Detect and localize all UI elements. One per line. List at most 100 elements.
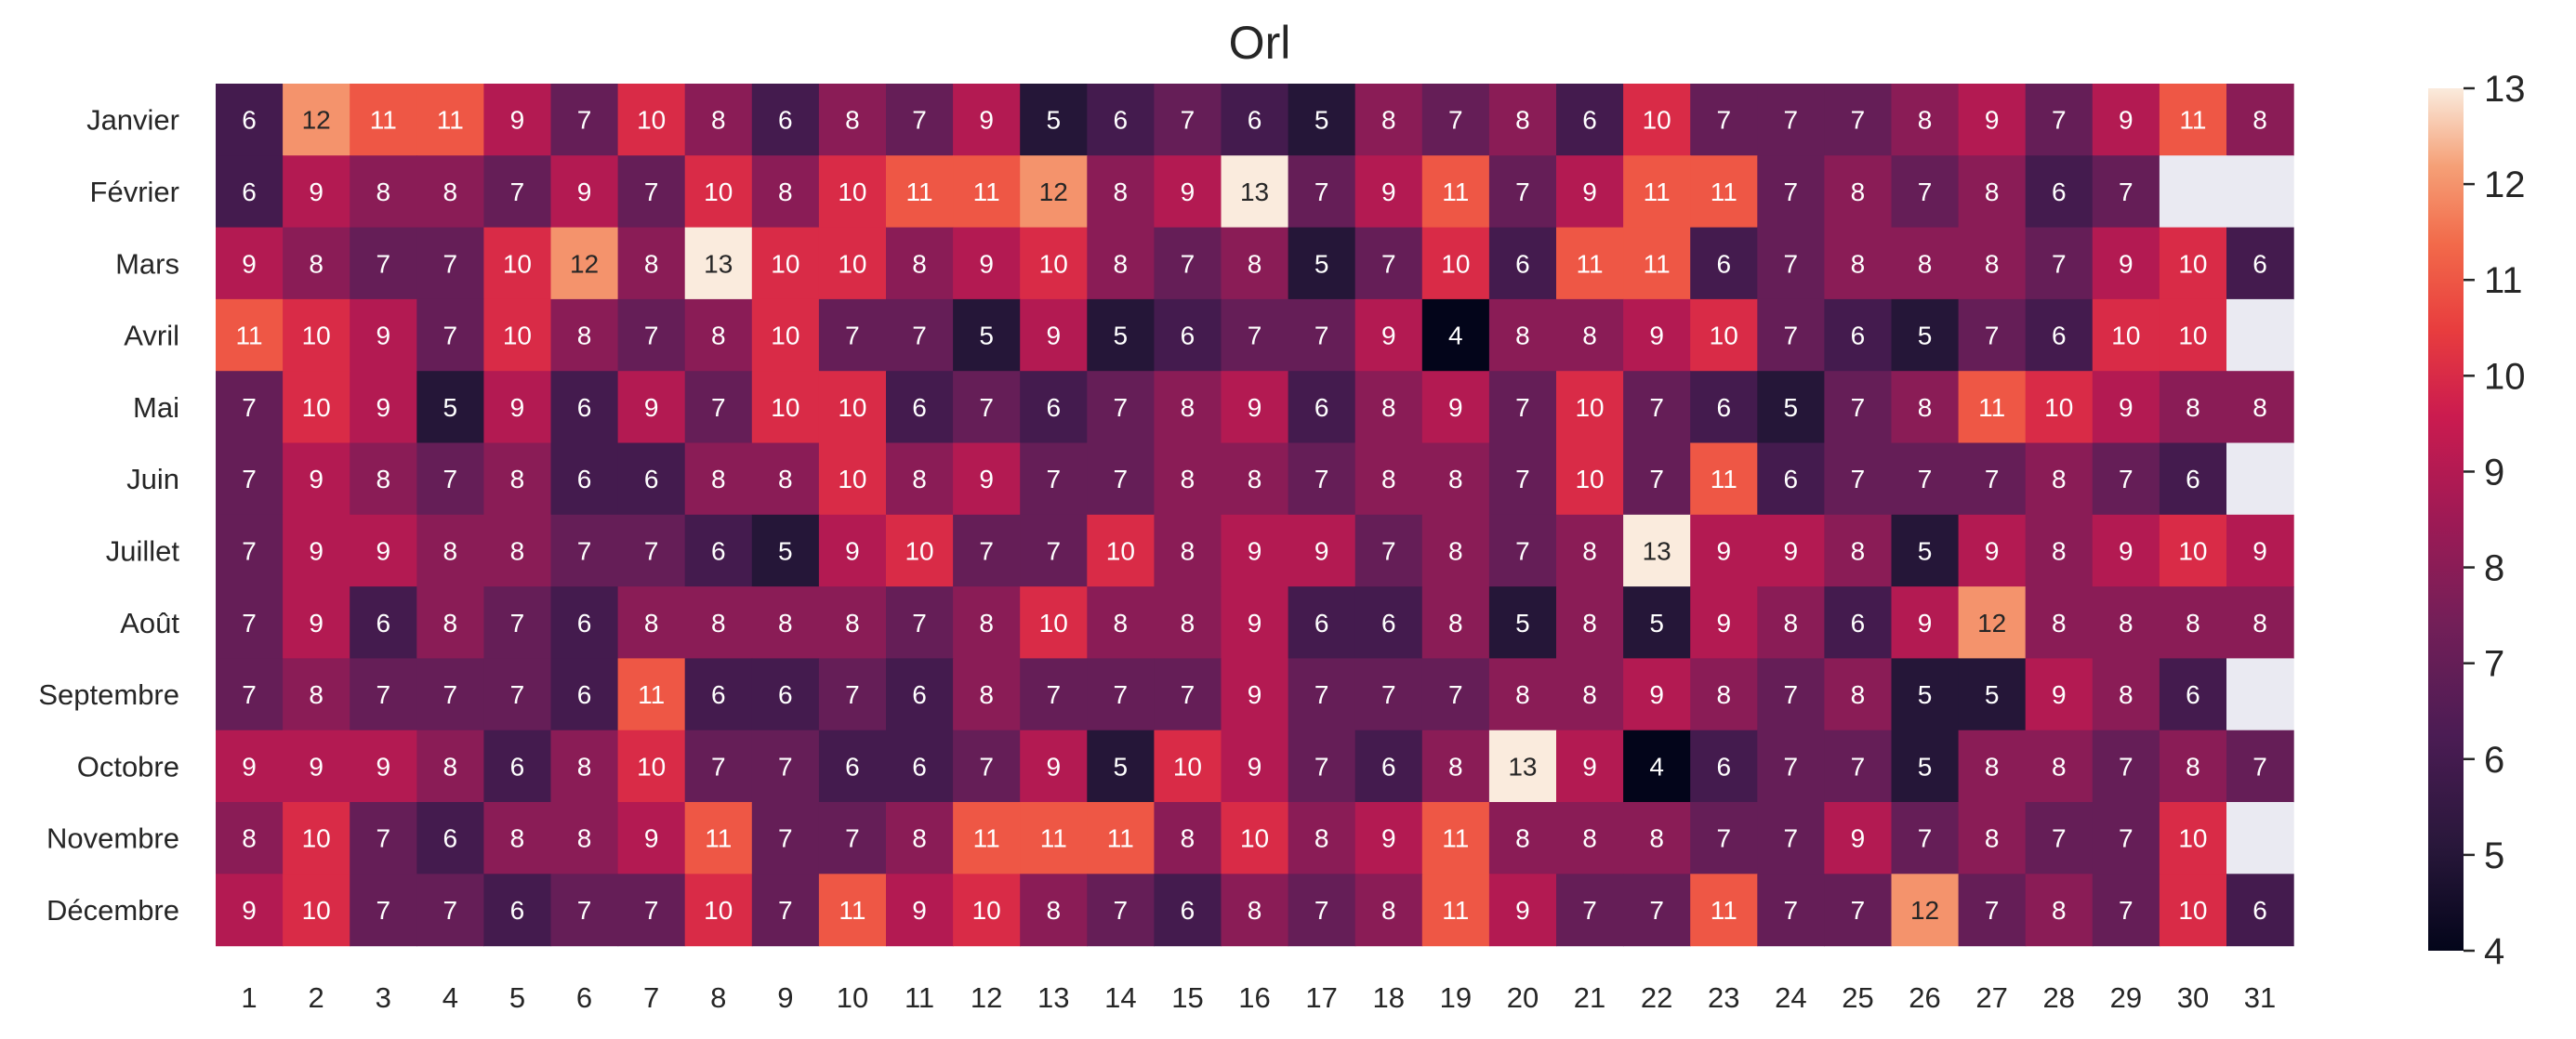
heatmap-cell [483,298,552,372]
heatmap-cell [1354,155,1423,229]
heatmap-cell-value: 10 [771,322,799,350]
heatmap-cell-value: 10 [1441,249,1470,278]
heatmap-cell [483,227,552,300]
heatmap-cell [1488,371,1557,444]
heatmap-cell [1488,155,1557,229]
heatmap-cell [416,442,484,516]
heatmap-cell [550,514,619,587]
x-axis-labels: 1 2 3 4 5 6 7 8 9 10 11 12 13 14 15 16 17 18 19 20 21 22 23 24 2… [241,981,2276,1014]
heatmap-cell-value: 8 [1381,106,1396,135]
heatmap-cell [1690,514,1758,587]
heatmap-cell [1020,442,1088,516]
heatmap-cell [1891,84,1960,156]
heatmap-cell-value: 9 [309,536,324,565]
heatmap-cell [2092,442,2160,516]
heatmap-cell-value: 7 [1381,249,1396,278]
heatmap-cell-value: 8 [778,178,793,206]
heatmap-cell-value: 7 [1046,536,1061,565]
heatmap-cell [1421,227,1490,300]
heatmap-cell-value: 7 [1784,178,1799,206]
heatmap-cell-value: 8 [1985,824,2000,853]
heatmap-cell-value: 7 [1649,465,1664,493]
heatmap-cell-value: 9 [1649,322,1664,350]
heatmap-cell-value: 7 [1716,106,1731,135]
heatmap-cell-value: 10 [302,322,331,350]
heatmap-cell-value: 12 [1039,178,1068,206]
heatmap-cell [684,874,753,947]
heatmap-cell-value: 9 [1381,178,1396,206]
heatmap-cell-value: 6 [510,752,525,781]
colorbar [2428,88,2464,951]
heatmap-cell-value: 8 [510,465,525,493]
heatmap-cell-value: 9 [912,896,927,925]
heatmap-cell [1824,802,1893,875]
heatmap-cell-value: 7 [376,249,390,278]
heatmap-cell-value: 7 [1381,680,1396,709]
colorbar-tick-label: 13 [2484,69,2526,110]
heatmap-cell-value: 9 [309,178,324,206]
heatmap-cell [1421,371,1490,444]
heatmap-cell [1221,298,1289,372]
heatmap-cell-value: 10 [637,106,666,135]
heatmap-cell [751,874,820,947]
heatmap-cell-value: 8 [1448,465,1463,493]
heatmap-cell [1221,802,1289,875]
heatmap-cell-value: 7 [845,680,860,709]
heatmap-cell-value: 9 [2119,393,2133,422]
heatmap-cell [1087,514,1155,587]
heatmap-cell [886,802,954,875]
heatmap-cell [617,371,686,444]
heatmap-cell-value: 7 [1649,896,1664,925]
y-tick-label: Avril [124,320,179,352]
heatmap-cell-value: 9 [577,178,592,206]
x-tick-label: 8 [710,981,726,1014]
heatmap-cell-value: 8 [1181,609,1196,638]
heatmap-cell-value: 11 [1442,824,1469,853]
x-tick-label: 15 [1171,981,1203,1014]
heatmap-cell-value: 8 [1448,536,1463,565]
heatmap-cell [1958,155,2027,229]
y-tick-label: Mai [133,391,179,424]
heatmap-cell [1421,874,1490,947]
heatmap-cell [550,730,619,803]
heatmap-cell-value: 8 [1181,536,1196,565]
heatmap-cell-value: 10 [838,178,866,206]
heatmap-cell [886,874,954,947]
heatmap-cell [684,514,753,587]
heatmap-cell-value: 8 [1582,322,1597,350]
heatmap-cell [216,155,284,229]
heatmap-cell-empty [2226,155,2294,229]
heatmap-cell [617,874,686,947]
heatmap-cell-value: 9 [1381,824,1396,853]
heatmap-cell [1288,155,1356,229]
heatmap-cell [2092,802,2160,875]
heatmap-cell-value: 6 [711,536,726,565]
heatmap-cell-value: 7 [1381,536,1396,565]
heatmap-cell [283,442,350,516]
x-tick-label: 5 [509,981,525,1014]
heatmap-cell-value: 12 [1977,609,2006,638]
heatmap-cell-value: 8 [1381,465,1396,493]
heatmap-cell-value: 10 [2178,896,2207,925]
x-tick-label: 23 [1708,981,1739,1014]
heatmap-cell-value: 8 [1515,106,1530,135]
heatmap-cell [1488,586,1557,659]
heatmap-cell [416,514,484,587]
heatmap-cell [2092,514,2160,587]
heatmap-cell-value: 10 [2111,322,2140,350]
heatmap-cell-value: 7 [1314,322,1329,350]
heatmap-cell-value: 10 [2178,536,2207,565]
heatmap-cell [2025,802,2094,875]
x-tick-label: 11 [905,981,934,1014]
heatmap-cell-value: 11 [906,178,933,206]
heatmap-cell [1087,442,1155,516]
heatmap-cell [2226,371,2294,444]
heatmap-cell-empty [2226,658,2294,731]
heatmap-cell-value: 7 [1985,896,2000,925]
heatmap-cell-value: 8 [1918,106,1933,135]
heatmap-cell [2092,155,2160,229]
heatmap-cell [283,298,350,372]
heatmap-cell [1421,155,1490,229]
heatmap-cell-value: 7 [1918,465,1933,493]
heatmap-cell [283,84,350,156]
